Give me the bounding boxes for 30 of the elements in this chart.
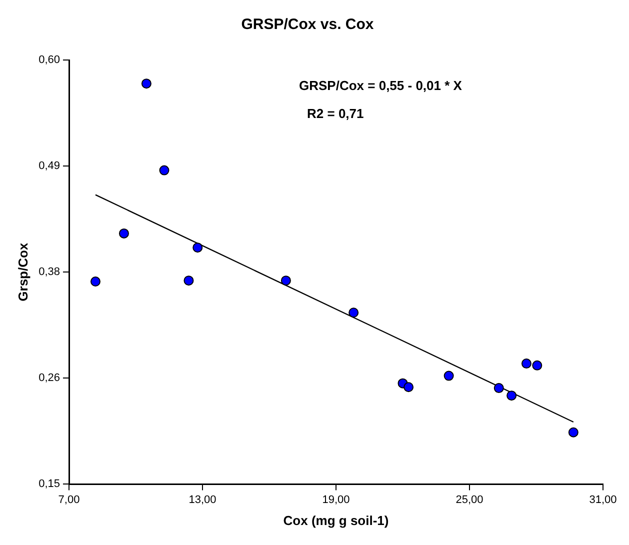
x-tick-label: 13,00 — [188, 494, 216, 506]
point — [494, 383, 504, 394]
point — [348, 308, 359, 318]
point — [568, 427, 578, 438]
chart-title: GRSP/Cox vs. Cox — [241, 16, 374, 34]
y-tick-label: 0,15 — [38, 478, 60, 490]
x-tick-label: 19,00 — [322, 494, 350, 506]
point — [141, 78, 152, 89]
point — [444, 370, 454, 381]
x-tick-label: 31,00 — [589, 494, 617, 506]
point — [184, 276, 194, 286]
point — [90, 276, 100, 287]
x-tick-label: 25,00 — [456, 494, 484, 506]
point — [506, 390, 517, 401]
point — [404, 382, 414, 392]
x-axis-title: Cox (mg g soil-1) — [283, 512, 389, 528]
y-axis-title: Grsp/Cox — [15, 242, 30, 302]
y-tick-label: 0,38 — [38, 266, 60, 278]
annotation: GRSP/Cox = 0,55 - 0,01 * X — [299, 78, 462, 93]
point — [192, 242, 203, 253]
x-tick-label: 7,00 — [58, 494, 80, 506]
point — [521, 358, 532, 369]
point — [118, 228, 129, 238]
point — [532, 360, 542, 370]
annotation: R2 = 0,71 — [307, 106, 364, 121]
y-tick-label: 0,26 — [38, 372, 60, 384]
point — [280, 276, 291, 286]
y-tick-label: 0,49 — [38, 160, 60, 172]
point — [159, 165, 170, 176]
y-tick-label: 0,60 — [38, 54, 60, 66]
